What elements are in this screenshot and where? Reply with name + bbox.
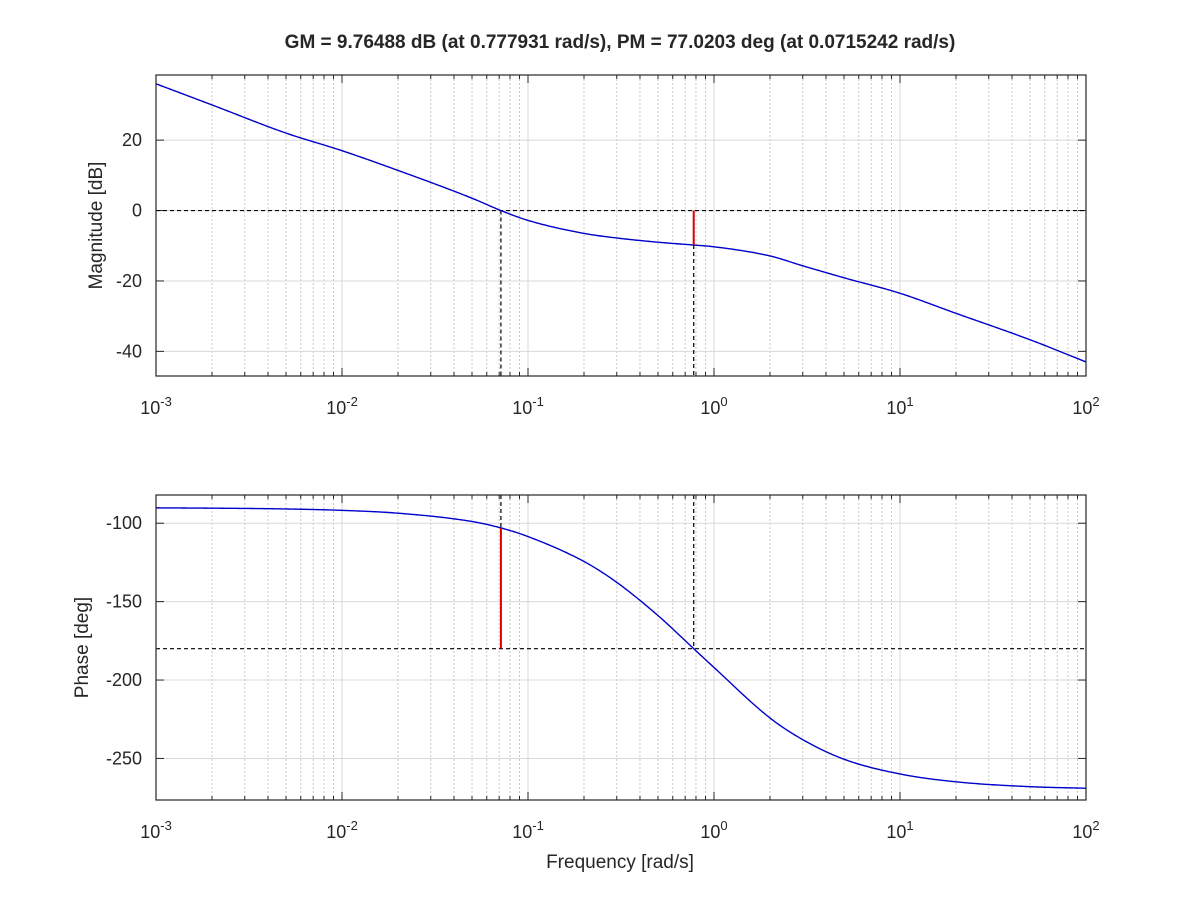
magnitude-x-tick-label: 10-2 xyxy=(326,394,358,418)
magnitude-x-tick-label: 102 xyxy=(1072,394,1099,418)
magnitude-x-tick-label: 10-3 xyxy=(140,394,172,418)
phase-x-tick-label: 10-1 xyxy=(512,818,544,842)
x-tick-base: 10 xyxy=(1072,398,1092,418)
x-tick-exponent: 1 xyxy=(906,394,913,409)
x-axis-label: Frequency [rad/s] xyxy=(546,852,694,873)
phase-y-axis-label: Phase [deg] xyxy=(72,597,93,698)
x-tick-base: 10 xyxy=(140,822,160,842)
phase-curve xyxy=(156,507,1086,789)
chart-title: GM = 9.76488 dB (at 0.777931 rad/s), PM … xyxy=(285,32,956,53)
magnitude-y-tick-label: 0 xyxy=(132,201,142,221)
magnitude-y-tick-label: -20 xyxy=(116,271,142,291)
phase-axes-frame xyxy=(155,494,1087,801)
phase-x-tick-label: 100 xyxy=(700,818,727,842)
phase-y-tick-label: -100 xyxy=(106,513,142,533)
phase-x-tick-label: 102 xyxy=(1072,818,1099,842)
phase-x-tick-label: 10-3 xyxy=(140,818,172,842)
x-tick-exponent: -2 xyxy=(346,394,358,409)
x-tick-base: 10 xyxy=(700,822,720,842)
phase-y-tick-label: -250 xyxy=(106,748,142,768)
magnitude-x-tick-label: 101 xyxy=(886,394,913,418)
x-tick-base: 10 xyxy=(512,822,532,842)
x-tick-base: 10 xyxy=(886,398,906,418)
x-tick-exponent: 0 xyxy=(720,394,727,409)
x-tick-base: 10 xyxy=(512,398,532,418)
magnitude-y-axis-label: Magnitude [dB] xyxy=(86,162,107,290)
magnitude-x-tick-label: 10-1 xyxy=(512,394,544,418)
x-tick-exponent: -1 xyxy=(532,394,544,409)
x-tick-base: 10 xyxy=(700,398,720,418)
x-tick-base: 10 xyxy=(1072,822,1092,842)
x-tick-exponent: -2 xyxy=(346,818,358,833)
x-tick-exponent: 1 xyxy=(906,818,913,833)
x-tick-base: 10 xyxy=(326,822,346,842)
x-tick-base: 10 xyxy=(886,822,906,842)
x-tick-base: 10 xyxy=(326,398,346,418)
x-tick-base: 10 xyxy=(140,398,160,418)
x-tick-exponent: 2 xyxy=(1092,818,1099,833)
magnitude-y-tick-label: 20 xyxy=(122,130,142,150)
magnitude-y-tick-label: -40 xyxy=(116,341,142,361)
phase-y-tick-label: -150 xyxy=(106,592,142,612)
x-tick-exponent: 2 xyxy=(1092,394,1099,409)
magnitude-x-tick-label: 100 xyxy=(700,394,727,418)
magnitude-axes-frame xyxy=(155,74,1087,377)
x-tick-exponent: -1 xyxy=(532,818,544,833)
x-tick-exponent: -3 xyxy=(160,394,172,409)
magnitude-curve xyxy=(156,83,1086,363)
phase-y-tick-label: -200 xyxy=(106,670,142,690)
x-tick-exponent: -3 xyxy=(160,818,172,833)
x-tick-exponent: 0 xyxy=(720,818,727,833)
phase-x-tick-label: 101 xyxy=(886,818,913,842)
phase-x-tick-label: 10-2 xyxy=(326,818,358,842)
